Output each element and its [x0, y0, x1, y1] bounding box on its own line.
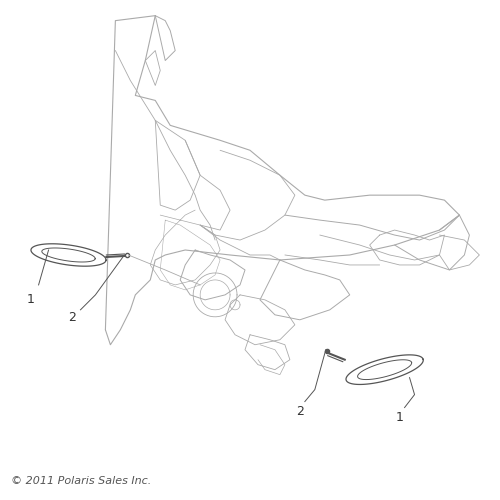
Text: 2: 2 [68, 312, 76, 324]
Text: © 2011 Polaris Sales Inc.: © 2011 Polaris Sales Inc. [10, 476, 151, 486]
Text: 2: 2 [296, 405, 304, 418]
Text: 1: 1 [396, 411, 404, 424]
Text: 1: 1 [26, 294, 34, 306]
